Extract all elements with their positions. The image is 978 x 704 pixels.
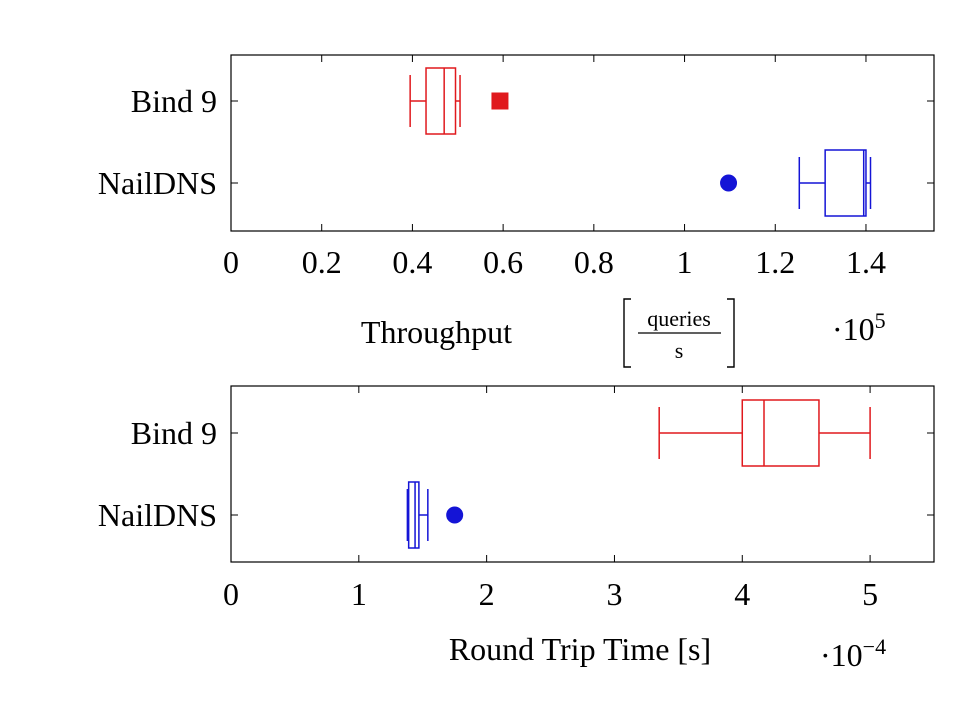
x-tick-label: 3 <box>606 576 622 612</box>
x-tick-label: 1.4 <box>846 244 886 280</box>
category-label: NailDNS <box>98 165 217 201</box>
unit-denominator: s <box>675 338 684 363</box>
box-bind-9 <box>658 399 871 467</box>
multiplier-exponent: 5 <box>875 308 886 333</box>
x-tick-label: 1 <box>351 576 367 612</box>
x-tick-label: 4 <box>734 576 750 612</box>
left-bracket <box>623 298 631 368</box>
x-tick-label: 0.4 <box>392 244 432 280</box>
x-tick-label: 1.2 <box>755 244 795 280</box>
category-label: Bind 9 <box>131 83 217 119</box>
x-tick-label: 0.2 <box>302 244 342 280</box>
box-iqr <box>824 149 867 217</box>
outlier-point <box>446 506 464 524</box>
round-trip-time-panel: Bind 9 NailDNS 0 1 2 3 4 5 Round Trip Time [s]… <box>98 385 935 673</box>
tick-layer <box>230 386 934 562</box>
category-label-layer: Bind 9 NailDNS <box>98 415 217 533</box>
x-tick-label: 0 <box>223 244 239 280</box>
x-axis-multiplier: ·10−4 <box>820 634 886 673</box>
multiplier-base: ·10 <box>820 637 863 673</box>
x-tick-label: 2 <box>479 576 495 612</box>
plot-frame <box>230 54 935 232</box>
category-label: Bind 9 <box>131 415 217 451</box>
x-tick-label: 0.8 <box>574 244 614 280</box>
x-tick-label: 0.6 <box>483 244 523 280</box>
box-iqr <box>425 67 457 135</box>
box-bind-9 <box>409 67 509 135</box>
x-axis-unit: queries s <box>623 298 735 368</box>
category-label-layer: Bind 9 NailDNS <box>98 83 217 201</box>
x-axis-multiplier: ·105 <box>832 308 886 347</box>
tick-label-layer: 0 0.2 0.4 0.6 0.8 1 1.2 1.4 <box>223 244 886 280</box>
x-tick-label: 0 <box>223 576 239 612</box>
outlier-point <box>491 92 509 110</box>
box-iqr <box>407 481 420 549</box>
box-naildns <box>720 149 872 217</box>
x-axis-label: Throughput <box>361 314 512 350</box>
category-label: NailDNS <box>98 497 217 533</box>
multiplier-base: ·10 <box>832 311 875 347</box>
multiplier-exponent: −4 <box>863 634 886 659</box>
box-layer <box>406 399 871 549</box>
unit-numerator: queries <box>647 306 711 331</box>
right-bracket <box>727 298 735 368</box>
throughput-panel: Bind 9 NailDNS 0 0.2 0.4 0.6 0.8 1 1.2 1.4 Throu… <box>98 54 935 368</box>
tick-layer <box>230 55 934 231</box>
box-iqr <box>741 399 820 467</box>
box-naildns <box>406 481 464 549</box>
x-axis-label: Round Trip Time [s] <box>449 631 711 667</box>
box-layer <box>409 67 872 217</box>
outlier-point <box>720 174 738 192</box>
x-tick-label: 1 <box>677 244 693 280</box>
x-tick-label: 5 <box>862 576 878 612</box>
tick-label-layer: 0 1 2 3 4 5 <box>223 576 878 612</box>
plot-frame <box>230 385 935 563</box>
